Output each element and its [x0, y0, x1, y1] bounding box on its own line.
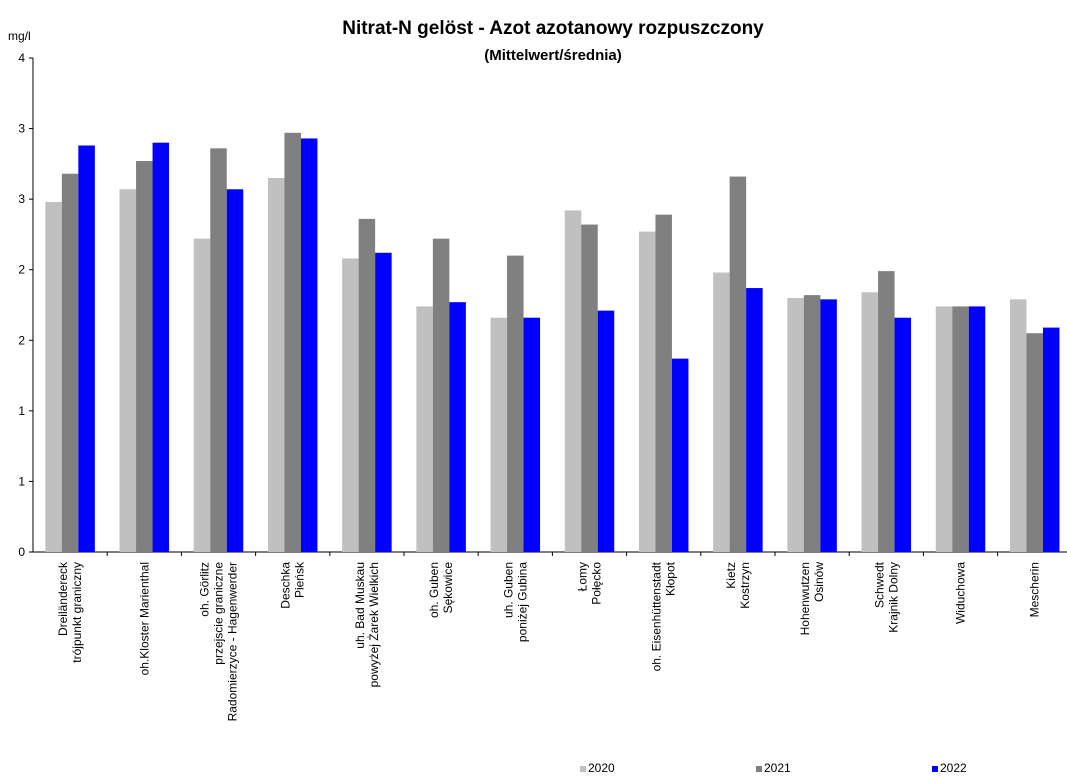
y-tick-label: 1	[18, 474, 25, 488]
bar	[861, 292, 879, 552]
y-tick-label: 1	[18, 404, 25, 418]
y-tick-label: 4	[18, 51, 25, 65]
bar	[803, 295, 821, 552]
x-tick-label: Widuchowa	[954, 562, 968, 624]
bar	[507, 255, 524, 552]
y-tick-label: 2	[18, 263, 25, 277]
bar	[1009, 299, 1027, 552]
bar	[746, 288, 763, 552]
bar	[358, 218, 376, 552]
x-tick-label: Sękowice	[441, 562, 455, 614]
y-tick-label: 3	[18, 122, 25, 136]
bar	[820, 299, 837, 552]
legend-label: 2020	[588, 761, 615, 775]
bar	[136, 161, 153, 552]
x-tick-label: poniżej Gubina	[515, 562, 529, 642]
x-tick-label: Deschka	[279, 562, 293, 609]
bar	[878, 271, 895, 552]
x-tick-label: Dreiländereck	[56, 561, 70, 636]
chart-title: Nitrat-N gelöst - Azot azotanowy rozpusz…	[342, 18, 764, 39]
bar	[300, 138, 318, 553]
bar	[490, 317, 508, 552]
bar	[119, 189, 137, 552]
bar	[523, 317, 541, 552]
x-tick-label: Mescherin	[1028, 562, 1042, 617]
chart-subtitle: (Mittelwert/średnia)	[484, 47, 622, 64]
x-tick-label: Łomy	[576, 562, 590, 591]
bar	[375, 252, 392, 552]
x-tick-label: Kostrzyn	[738, 562, 752, 609]
bar	[968, 306, 986, 552]
bar	[713, 272, 730, 552]
bar	[655, 214, 672, 552]
bar	[638, 231, 656, 552]
x-tick-label: oh. Eisenhüttenstadt	[650, 561, 664, 671]
bar	[193, 238, 211, 553]
bar	[267, 177, 285, 552]
bar	[671, 358, 689, 552]
x-tick-label: oh. Görlitz	[198, 562, 212, 617]
x-tick-label: Schwedt	[872, 561, 886, 608]
bar	[787, 297, 804, 552]
x-tick-label: oh.Kloster Marienthal	[137, 562, 151, 675]
x-tick-label: Kietz	[724, 562, 738, 589]
bar	[61, 173, 79, 553]
y-tick-label: 0	[18, 545, 25, 559]
bar	[432, 238, 450, 553]
x-tick-label: Hohenwutzen	[798, 562, 812, 635]
x-tick-label: Połęcko	[590, 562, 604, 605]
bar	[1026, 333, 1043, 552]
bar	[597, 310, 615, 552]
legend-swatch	[756, 766, 762, 772]
x-tick-label: trójpunkt graniczny	[70, 562, 84, 663]
bar	[581, 224, 598, 552]
legend-swatch	[580, 766, 586, 772]
bar	[284, 132, 301, 552]
x-tick-label: przejscie graniczne	[212, 562, 226, 665]
x-tick-label: uh. Guben	[501, 562, 515, 618]
bar	[564, 210, 582, 553]
y-tick-label: 2	[18, 333, 25, 347]
legend-label: 2021	[764, 761, 791, 775]
x-tick-label: powyżej Żarek Wielkich	[367, 562, 381, 687]
bar	[952, 306, 969, 552]
x-tick-label: Kłopot	[664, 561, 678, 596]
legend-swatch	[932, 766, 938, 772]
y-axis-label: mg/l	[8, 29, 31, 43]
x-tick-label: Krajnik Dolny	[886, 562, 900, 633]
legend-label: 2022	[940, 761, 967, 775]
bar	[894, 317, 912, 552]
bar	[729, 176, 747, 552]
bar	[416, 306, 433, 552]
bar	[152, 142, 170, 552]
x-tick-label: Osinów	[812, 562, 826, 602]
x-tick-label: Radomierzyce - Hagenwerder	[226, 562, 240, 721]
bar	[342, 258, 359, 552]
x-tick-label: oh. Guben	[427, 562, 441, 618]
bar	[210, 148, 227, 552]
bar	[1042, 327, 1060, 552]
bar	[78, 145, 95, 552]
x-tick-label: Pieńsk	[293, 561, 307, 598]
bar	[226, 189, 244, 552]
bar	[45, 201, 62, 553]
bar	[935, 306, 953, 552]
bar	[449, 302, 466, 552]
y-tick-label: 3	[18, 192, 25, 206]
x-tick-label: uh. Bad Muskau	[353, 562, 367, 649]
